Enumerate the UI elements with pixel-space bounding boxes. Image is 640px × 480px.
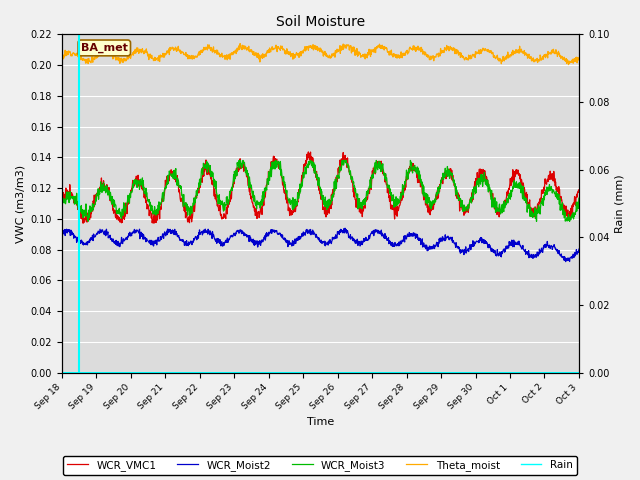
WCR_Moist3 <box>173 181 180 187</box>
Theta_moist <box>231 48 239 54</box>
WCR_VMC1 <box>468 189 476 194</box>
WCR_Moist3 <box>161 188 168 193</box>
WCR_Moist3 <box>514 181 522 187</box>
WCR_Moist2 <box>575 246 583 252</box>
WCR_Moist3 <box>401 184 408 190</box>
Theta_moist <box>514 48 522 53</box>
Line: WCR_VMC1: WCR_VMC1 <box>62 152 579 223</box>
Rain <box>468 370 476 375</box>
WCR_VMC1 <box>575 187 583 193</box>
WCR_Moist2 <box>231 232 239 238</box>
Rain <box>401 370 408 375</box>
WCR_VMC1 <box>401 187 409 193</box>
Y-axis label: VWC (m3/m3): VWC (m3/m3) <box>15 165 25 242</box>
WCR_Moist2 <box>562 259 570 264</box>
Rain <box>231 370 239 375</box>
Line: WCR_Moist2: WCR_Moist2 <box>62 228 579 262</box>
Theta_moist <box>58 54 66 60</box>
WCR_VMC1 <box>515 168 522 174</box>
Line: Theta_moist: Theta_moist <box>62 44 579 65</box>
Title: Soil Moisture: Soil Moisture <box>276 15 365 29</box>
Legend: WCR_VMC1, WCR_Moist2, WCR_Moist3, Theta_moist, Rain: WCR_VMC1, WCR_Moist2, WCR_Moist3, Theta_… <box>63 456 577 475</box>
WCR_Moist2 <box>161 231 168 237</box>
WCR_VMC1 <box>161 188 168 194</box>
X-axis label: Time: Time <box>307 417 334 427</box>
WCR_VMC1 <box>173 173 181 179</box>
Theta_moist <box>173 48 180 53</box>
Rain <box>173 370 180 375</box>
WCR_Moist2 <box>401 239 408 245</box>
Theta_moist <box>401 52 408 58</box>
WCR_Moist2 <box>58 231 66 237</box>
Theta_moist <box>564 62 572 68</box>
Y-axis label: Rain (mm): Rain (mm) <box>615 174 625 233</box>
Theta_moist <box>161 53 168 59</box>
Line: WCR_Moist3: WCR_Moist3 <box>62 160 579 221</box>
WCR_Moist3 <box>231 170 239 176</box>
WCR_VMC1 <box>231 174 239 180</box>
Rain <box>575 370 583 375</box>
Theta_moist <box>236 41 244 47</box>
Text: BA_met: BA_met <box>81 43 128 53</box>
Rain <box>161 370 168 375</box>
Theta_moist <box>468 52 476 58</box>
WCR_VMC1 <box>305 149 312 155</box>
WCR_VMC1 <box>58 200 66 205</box>
WCR_Moist2 <box>514 240 522 246</box>
WCR_Moist3 <box>237 157 244 163</box>
WCR_Moist2 <box>173 230 180 236</box>
WCR_VMC1 <box>79 220 87 226</box>
WCR_Moist3 <box>566 218 573 224</box>
Rain <box>58 370 66 375</box>
WCR_Moist3 <box>468 195 476 201</box>
WCR_Moist3 <box>58 194 66 200</box>
Theta_moist <box>575 56 583 62</box>
WCR_Moist2 <box>468 242 476 248</box>
WCR_Moist2 <box>341 225 349 231</box>
Rain <box>514 370 522 375</box>
WCR_Moist3 <box>575 195 583 201</box>
